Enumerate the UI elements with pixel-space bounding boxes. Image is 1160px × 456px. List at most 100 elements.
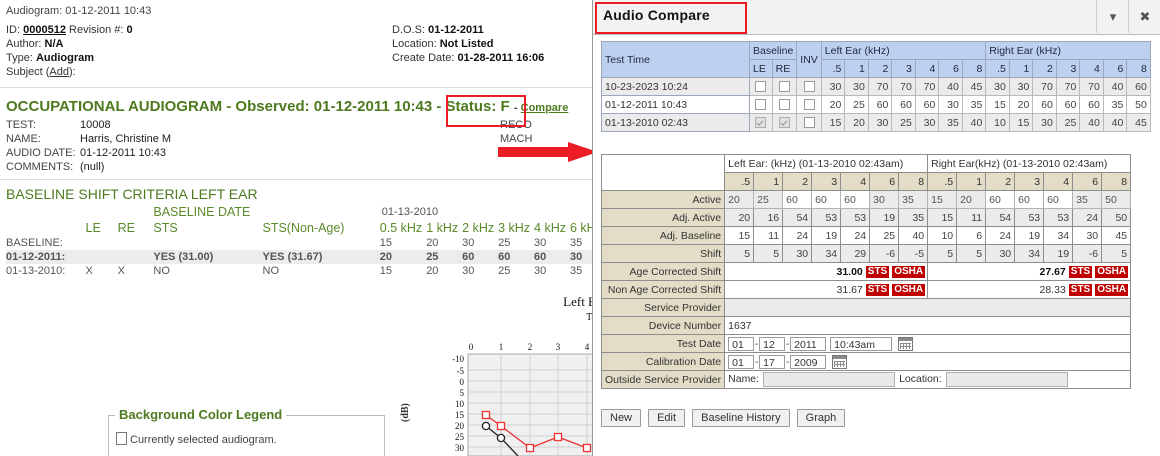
row-label-adj-baseline: Adj. Baseline [600, 226, 726, 245]
row-test-time: 10-23-2023 10:24 [601, 77, 750, 96]
checkbox-baseline-re[interactable] [771, 95, 798, 114]
annotation-arrow [498, 142, 598, 162]
compare-detail-table: Left Ear: (kHz) (01-13-2010 02:43am) Rig… [600, 154, 1132, 389]
active-input[interactable]: 15 [927, 190, 958, 209]
osp-location-label: Location: [899, 373, 942, 386]
active-input[interactable]: 20 [956, 190, 987, 209]
checkbox-baseline-re[interactable] [771, 77, 798, 96]
active-input[interactable]: 25 [753, 190, 784, 209]
row-adj-baseline: Adj. Baseline 15 11 24 19 24 25 40 10 6 … [600, 226, 1132, 245]
fields-divider [0, 179, 600, 180]
col-test-time: Test Time [601, 41, 750, 78]
checkbox-inv[interactable] [796, 95, 822, 114]
osha-badge: OSHA [892, 265, 926, 278]
svg-text:30: 30 [455, 443, 465, 453]
edit-button[interactable]: Edit [648, 409, 686, 427]
baseline-shift-title: BASELINE SHIFT CRITERIA LEFT EAR [6, 186, 258, 202]
svg-text:-5: -5 [457, 366, 465, 376]
col-sts-nonage: STS(Non-Age) [262, 221, 345, 235]
active-input[interactable]: 20 [724, 190, 755, 209]
meta-revision-label: Revision #: [69, 24, 124, 36]
field-test: TEST: 10008 RECO [6, 119, 532, 131]
active-input[interactable]: 60 [1043, 190, 1074, 209]
col-2khz: 2 kHz [462, 221, 495, 235]
title-callout-box [595, 2, 747, 34]
group-left-ear: Left Ear: (kHz) (01-13-2010 02:43am) [724, 154, 929, 173]
sts-badge: STS [865, 265, 890, 278]
meta-subject-label: Subject ( [6, 66, 50, 78]
test-date-year[interactable]: 2011 [790, 336, 827, 351]
table-row[interactable]: 01-12-2011 10:43 20 25 60 60 60 30 35 15… [601, 95, 1151, 114]
graph-button[interactable]: Graph [796, 409, 846, 427]
baseline-history-button[interactable]: Baseline History [692, 409, 790, 427]
baseline-date-value: 01-13-2010 [381, 206, 439, 218]
osha-badge: OSHA [1095, 283, 1129, 296]
checkbox-baseline-re[interactable] [771, 113, 798, 132]
field-audio-date: AUDIO DATE: 01-12-2011 10:43 [6, 147, 167, 159]
calendar-icon[interactable] [832, 354, 848, 369]
row-calibration-date: Calibration Date 01-17-2009 [600, 352, 1132, 371]
col-le: LE [85, 221, 101, 235]
meta-subject-add-link[interactable]: Add [49, 66, 69, 78]
dialog-title: Audio Compare [603, 7, 710, 23]
checkbox-baseline-le[interactable] [749, 95, 773, 114]
test-date-time[interactable]: 10:43am [830, 336, 893, 351]
age-corrected-left: 31.00 STS OSHA [724, 262, 929, 281]
calibration-date-year[interactable]: 2009 [790, 354, 827, 369]
row-label-test-date: Test Date [600, 334, 726, 353]
compare-group-header-row: Left Ear: (kHz) (01-13-2010 02:43am) Rig… [600, 154, 1132, 191]
active-input[interactable]: 60 [840, 190, 871, 209]
osp-location-input[interactable] [945, 372, 1068, 387]
col-baseline: Baseline [748, 41, 798, 60]
baseline-header-row: LE RE STS STS(Non-Age) 0.5 kHz 1 kHz 2 k… [6, 220, 600, 236]
row-test-time: 01-12-2011 10:43 [601, 95, 750, 114]
close-icon[interactable]: ✖ [1128, 0, 1160, 33]
svg-text:-10: -10 [452, 354, 464, 364]
active-input[interactable]: 60 [985, 190, 1016, 209]
metadata-divider [0, 87, 600, 88]
field-name: NAME: Harris, Christine M MACH [6, 133, 533, 145]
calibration-date-fields: 01-17-2009 [724, 352, 1132, 371]
active-input[interactable]: 60 [811, 190, 842, 209]
table-row[interactable]: 10-23-2023 10:24 30 30 70 70 70 40 45 30… [601, 77, 1151, 96]
checkbox-baseline-le[interactable] [749, 113, 773, 132]
active-input[interactable]: 60 [1014, 190, 1045, 209]
col-1khz: 1 kHz [426, 221, 459, 235]
meta-create-date-value: 01-28-2011 16:06 [457, 52, 545, 64]
table-row[interactable]: 01-13-2010 02:43 15 20 30 25 30 35 40 10… [601, 113, 1151, 132]
row-label-shift: Shift [600, 244, 726, 263]
meta-dos-label: D.O.S: [392, 24, 426, 36]
device-number-value[interactable]: 1637 [724, 316, 1132, 335]
service-provider-value[interactable] [724, 298, 1132, 317]
checkbox-inv[interactable] [796, 77, 822, 96]
svg-text:4: 4 [585, 342, 590, 352]
compare-link[interactable]: Compare [520, 102, 569, 114]
checkbox-baseline-le[interactable] [749, 77, 773, 96]
calibration-date-day[interactable]: 17 [759, 354, 786, 369]
test-table-header-row: Test Time Baseline INV Left Ear (kHz) Ri… [601, 41, 1151, 78]
test-date-day[interactable]: 12 [759, 336, 786, 351]
active-input[interactable]: 35 [1072, 190, 1103, 209]
checkbox-inv[interactable] [796, 113, 822, 132]
calendar-icon[interactable] [898, 336, 914, 351]
legend-title: Background Color Legend [115, 407, 287, 422]
test-date-month[interactable]: 01 [728, 336, 755, 351]
col-3khz: 3 kHz [498, 221, 531, 235]
meta-dos-value: 01-12-2011 [428, 24, 484, 36]
osp-name-label: Name: [728, 373, 760, 386]
chart-ylabel: (dB) [400, 403, 411, 422]
osp-name-input[interactable] [763, 372, 896, 387]
meta-type-row: Type: Audiogram [6, 51, 133, 65]
active-input[interactable]: 35 [898, 190, 929, 209]
dialog-title-bar: Audio Compare ▾ ✖ [593, 0, 1160, 35]
chevron-down-icon[interactable]: ▾ [1096, 0, 1129, 33]
meta-id-value[interactable]: 0000512 [23, 24, 66, 36]
active-input[interactable]: 30 [869, 190, 900, 209]
row-label-calibration-date: Calibration Date [600, 352, 726, 371]
row-test-date: Test Date 01-12-2011 10:43am [600, 334, 1132, 353]
active-input[interactable]: 50 [1101, 190, 1132, 209]
active-input[interactable]: 60 [782, 190, 813, 209]
calibration-date-month[interactable]: 01 [728, 354, 755, 369]
meta-location-value: Not Listed [439, 38, 494, 50]
new-button[interactable]: New [601, 409, 642, 427]
